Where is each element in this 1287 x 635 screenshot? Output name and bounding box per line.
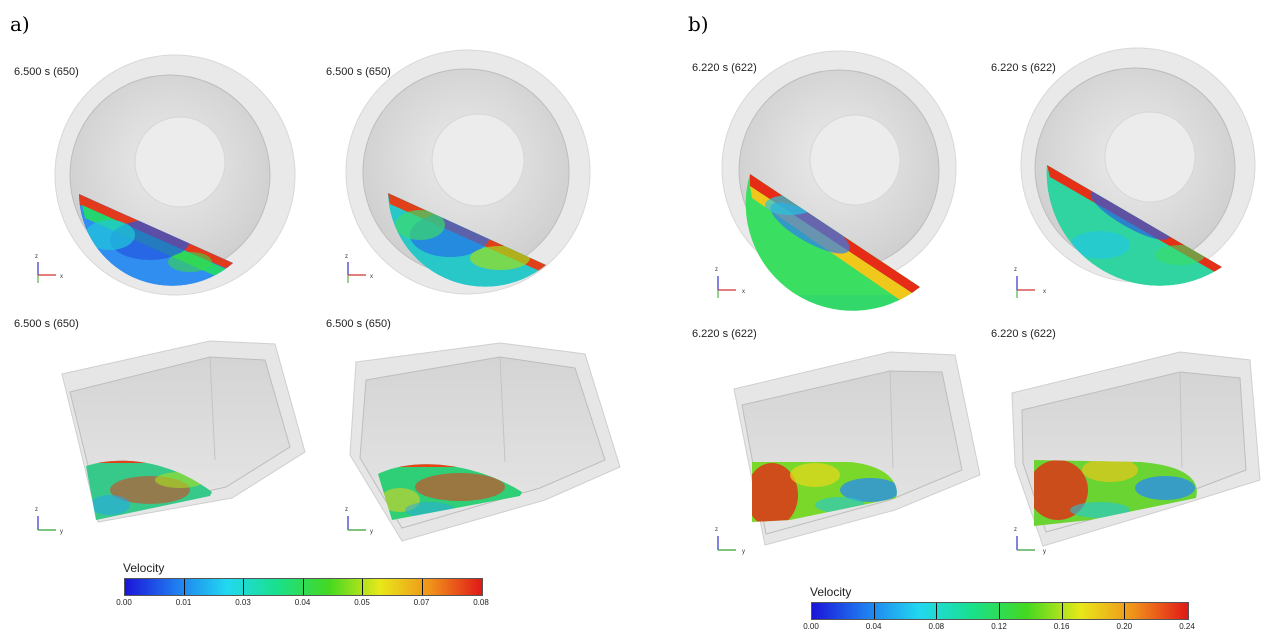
hopper-b-bottom-right — [1011, 351, 1261, 547]
timestamp-b-bottom-left: 6.220 s (622) — [692, 328, 757, 340]
axis-z-label: z — [35, 254, 38, 260]
timestamp-a-top-left: 6.500 s (650) — [14, 66, 79, 78]
colorbar-tick-label: 0.05 — [354, 598, 370, 607]
axis-triad-b-top-left: z x — [715, 267, 745, 298]
axis-triad-a-top-right: z x — [345, 254, 373, 283]
colorbar-tick-mark — [1061, 603, 1063, 619]
axis-y-label: y — [370, 529, 373, 535]
colorbar-tick-label: 0.16 — [1053, 622, 1070, 631]
timestamp-a-top-right: 6.500 s (650) — [326, 66, 391, 78]
axis-z-label: z — [1014, 527, 1017, 533]
drum-a-top-left — [54, 54, 296, 296]
colorbar-b — [811, 602, 1189, 620]
colorbar-a-title: Velocity — [123, 561, 165, 575]
axis-x-label: x — [370, 274, 373, 280]
colorbar-tick-label: 0.03 — [235, 598, 251, 607]
colorbar-tick-label: 0.00 — [116, 598, 132, 607]
drum-b-top-right — [1020, 47, 1256, 286]
axis-y-label: y — [1043, 549, 1046, 555]
colorbar-b-title: Velocity — [810, 585, 852, 599]
axis-x-label: x — [742, 289, 745, 295]
axis-z-label: z — [35, 507, 38, 513]
colorbar-tick-mark — [302, 579, 304, 595]
colorbar-tick-mark — [873, 603, 875, 619]
axis-triad-b-top-right: z x — [1014, 267, 1046, 298]
panel-b-label: b) — [688, 12, 709, 36]
colorbar-a — [124, 578, 483, 596]
drum-a-top-right — [345, 49, 591, 295]
axis-y-label: y — [60, 529, 63, 535]
axis-triad-a-bottom-left: z y — [35, 507, 63, 535]
colorbar-tick-mark — [999, 603, 1000, 619]
hopper-b-bottom-left — [733, 351, 981, 546]
axis-z-label: z — [345, 254, 348, 260]
drum-b-top-left — [721, 50, 957, 311]
colorbar-tick-label: 0.04 — [865, 622, 882, 631]
hopper-a-bottom-left — [61, 340, 306, 523]
colorbar-tick-label: 0.01 — [175, 598, 192, 607]
timestamp-b-top-left: 6.220 s (622) — [692, 62, 757, 74]
timestamp-b-top-right: 6.220 s (622) — [991, 62, 1056, 74]
colorbar-tick-label: 0.24 — [1179, 622, 1195, 631]
timestamp-a-bottom-left: 6.500 s (650) — [14, 318, 79, 330]
colorbar-tick-label: 0.12 — [991, 622, 1007, 631]
colorbar-tick-label: 0.20 — [1116, 622, 1133, 631]
axis-x-label: x — [60, 274, 63, 280]
colorbar-tick-mark — [183, 579, 185, 595]
timestamp-b-bottom-right: 6.220 s (622) — [991, 328, 1056, 340]
axis-z-label: z — [1014, 267, 1017, 273]
colorbar-tick-label: 0.00 — [803, 622, 819, 631]
axis-z-label: z — [715, 267, 718, 273]
colorbar-tick-mark — [362, 579, 363, 595]
axis-z-label: z — [345, 507, 348, 513]
axis-triad-a-top-left: z x — [35, 254, 63, 283]
axis-x-label: x — [1043, 289, 1046, 295]
colorbar-tick-label: 0.07 — [413, 598, 430, 607]
axis-y-label: y — [742, 549, 745, 555]
colorbar-tick-mark — [243, 579, 244, 595]
colorbar-tick-label: 0.08 — [473, 598, 489, 607]
axis-z-label: z — [715, 527, 718, 533]
axis-triad-b-bottom-right: z y — [1014, 527, 1046, 555]
hopper-a-bottom-right — [349, 342, 621, 542]
colorbar-tick-label: 0.04 — [294, 598, 311, 607]
colorbar-tick-mark — [936, 603, 938, 619]
axis-triad-a-bottom-right: z y — [345, 507, 373, 535]
panel-a-label: a) — [10, 12, 30, 36]
colorbar-tick-mark — [421, 579, 423, 595]
colorbar-tick-mark — [1124, 603, 1126, 619]
colorbar-tick-label: 0.08 — [928, 622, 945, 631]
axis-triad-b-bottom-left: z y — [715, 527, 745, 555]
timestamp-a-bottom-right: 6.500 s (650) — [326, 318, 391, 330]
